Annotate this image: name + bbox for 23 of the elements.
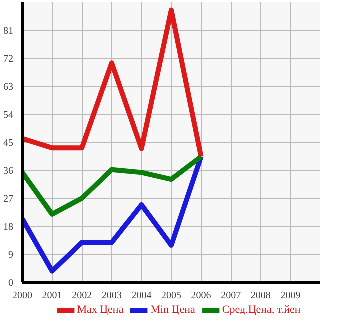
x-tick-label: 2005 [162, 290, 182, 302]
legend-label: Сред.Цена, т.йен [222, 304, 301, 316]
x-tick-label: 2002 [72, 290, 92, 302]
y-tick-label: 36 [4, 166, 14, 177]
y-tick-label: 18 [4, 222, 14, 233]
x-tick-label: 2001 [42, 290, 62, 302]
x-tick-label: 2006 [191, 290, 212, 302]
x-tick-label: 2009 [280, 290, 301, 302]
y-tick-label: 63 [4, 82, 14, 93]
y-tick-label: 81 [4, 26, 14, 37]
y-tick-label: 27 [4, 194, 14, 205]
x-tick-label: 2003 [102, 290, 122, 302]
y-tick-label: 9 [8, 250, 14, 261]
x-tick-label: 2007 [221, 290, 242, 302]
x-tick-label: 2004 [132, 290, 152, 302]
x-tick-label: 2008 [250, 290, 271, 302]
legend-label: Min Цена [150, 304, 196, 316]
y-tick-label: 45 [4, 138, 14, 149]
legend-label: Max Цена [77, 304, 124, 316]
x-tick-label: 2000 [12, 290, 32, 302]
y-tick-label: 54 [4, 110, 14, 121]
y-tick-label: 0 [8, 278, 14, 289]
y-tick-label: 72 [4, 54, 14, 65]
